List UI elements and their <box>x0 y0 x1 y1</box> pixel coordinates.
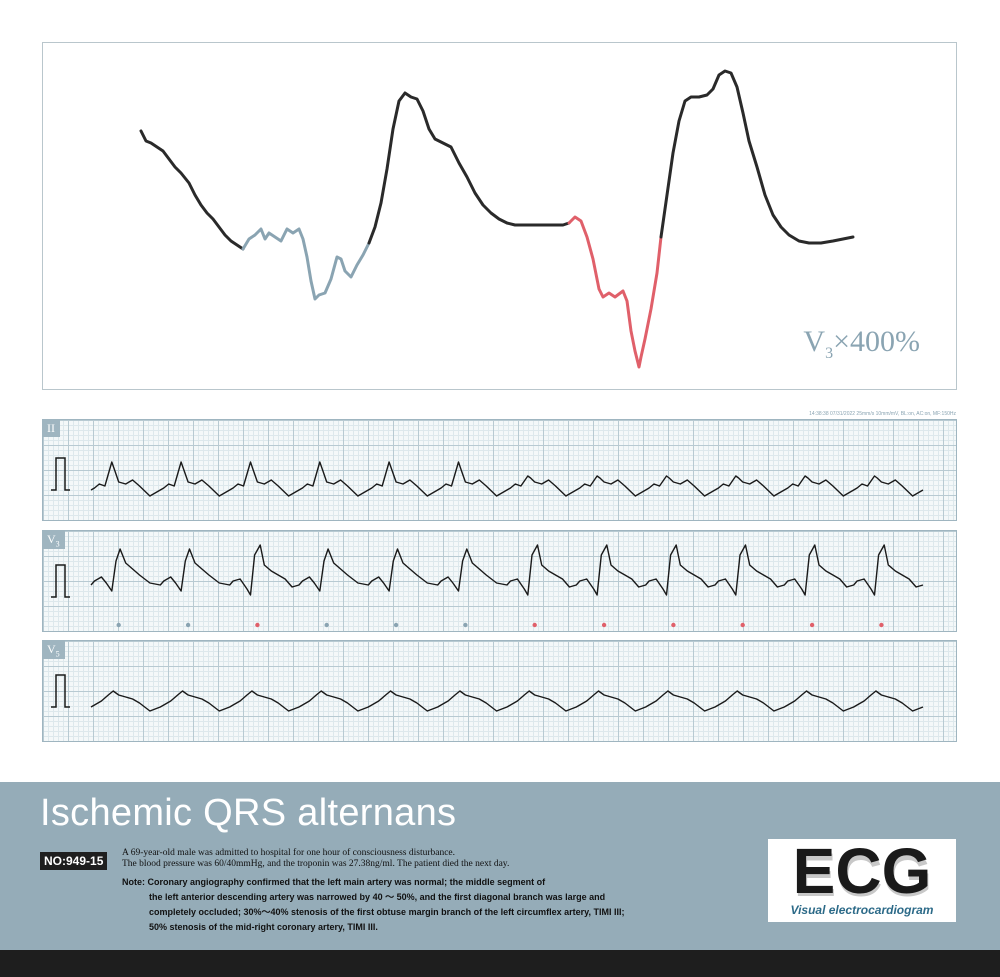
zoom-lead-sub: 3 <box>825 345 834 362</box>
alternans-marker <box>393 622 399 628</box>
strip-lead-label: V5 <box>43 641 65 660</box>
logo-text: ECG <box>793 839 932 905</box>
logo-text-shadow: ECG <box>794 841 933 905</box>
lead-label-v: V <box>47 642 56 656</box>
zoom-scale-label: V3×400% <box>803 325 920 363</box>
lead-label-sub: 5 <box>55 649 60 659</box>
strip-lead-ii: II <box>42 419 957 521</box>
footer-bar <box>0 950 1000 977</box>
zoom-trace-black-2 <box>367 91 571 245</box>
note-line: the left anterior descending artery was … <box>149 892 606 902</box>
alternans-marker <box>532 622 537 628</box>
description-line: The blood pressure was 60/40mmHg, and th… <box>122 859 510 869</box>
strip-v5-trace <box>51 674 924 712</box>
alternans-marker <box>601 622 607 628</box>
zoom-lead-name: V <box>803 325 826 358</box>
device-info: 14:38:38 07/31/2022 25mm/s 10mm/mV, BL:o… <box>809 411 956 417</box>
note-line: completely occluded; 30%～40% stenosis of… <box>149 907 625 917</box>
zoom-trace-black-1 <box>139 129 245 251</box>
strip-lead-label: II <box>43 420 60 437</box>
page-title: Ischemic QRS alternans <box>40 792 457 834</box>
ecg-logo: ECG ECG Visual electrocardiogram <box>768 839 956 922</box>
strip-lead-v3: V3 <box>42 530 957 632</box>
zoom-trace-blue-1 <box>241 227 371 301</box>
strip-ii-trace <box>51 457 924 497</box>
note-line: 50% stenosis of the mid-right coronary a… <box>149 922 378 932</box>
angiography-note: Note: Coronary angiography confirmed tha… <box>122 875 742 935</box>
zoom-scale-value: ×400% <box>833 325 920 358</box>
alternans-marker <box>255 622 260 628</box>
calibration-pulse <box>51 564 70 598</box>
calibration-pulse <box>51 457 70 491</box>
strip-lead-label: V3 <box>43 531 65 550</box>
alternans-marker <box>324 622 329 628</box>
alternans-marker <box>463 622 468 628</box>
note-first-line: Coronary angiography confirmed that the … <box>147 877 546 887</box>
ecg-trace-v3 <box>90 544 924 596</box>
alternans-marker <box>116 622 121 628</box>
strip-v3-trace <box>51 544 924 628</box>
alternans-marker <box>809 622 815 628</box>
case-description: A 69-year-old male was admitted to hospi… <box>122 848 762 870</box>
alternans-marker <box>671 622 676 628</box>
ecg-trace-v5 <box>90 690 924 712</box>
note-label: Note: <box>122 877 145 887</box>
lead-label-ii: II <box>47 421 55 435</box>
ecg-trace-ii <box>90 461 924 497</box>
zoomed-v3-trace <box>139 69 855 369</box>
case-number-badge: NO:949-15 <box>40 852 108 870</box>
lead-label-v: V <box>47 532 56 546</box>
alternans-marker <box>185 622 191 628</box>
zoomed-v3-panel: V3×400% <box>42 42 957 390</box>
logo-subtitle: Visual electrocardiogram <box>790 903 934 917</box>
strip-lead-v5: V5 <box>42 640 957 742</box>
ecg-logo-mark: ECG ECG <box>793 839 933 905</box>
zoom-trace-black-3 <box>659 69 855 245</box>
zoom-trace-red-1 <box>567 215 663 369</box>
alternans-marker <box>879 622 884 628</box>
calibration-pulse <box>51 674 70 708</box>
caption-band: Ischemic QRS alternans NO:949-15 A 69-ye… <box>0 782 1000 950</box>
alternans-marker <box>740 622 745 628</box>
description-line: A 69-year-old male was admitted to hospi… <box>122 848 456 858</box>
lead-label-sub: 3 <box>55 539 60 549</box>
alternans-markers <box>116 622 884 628</box>
